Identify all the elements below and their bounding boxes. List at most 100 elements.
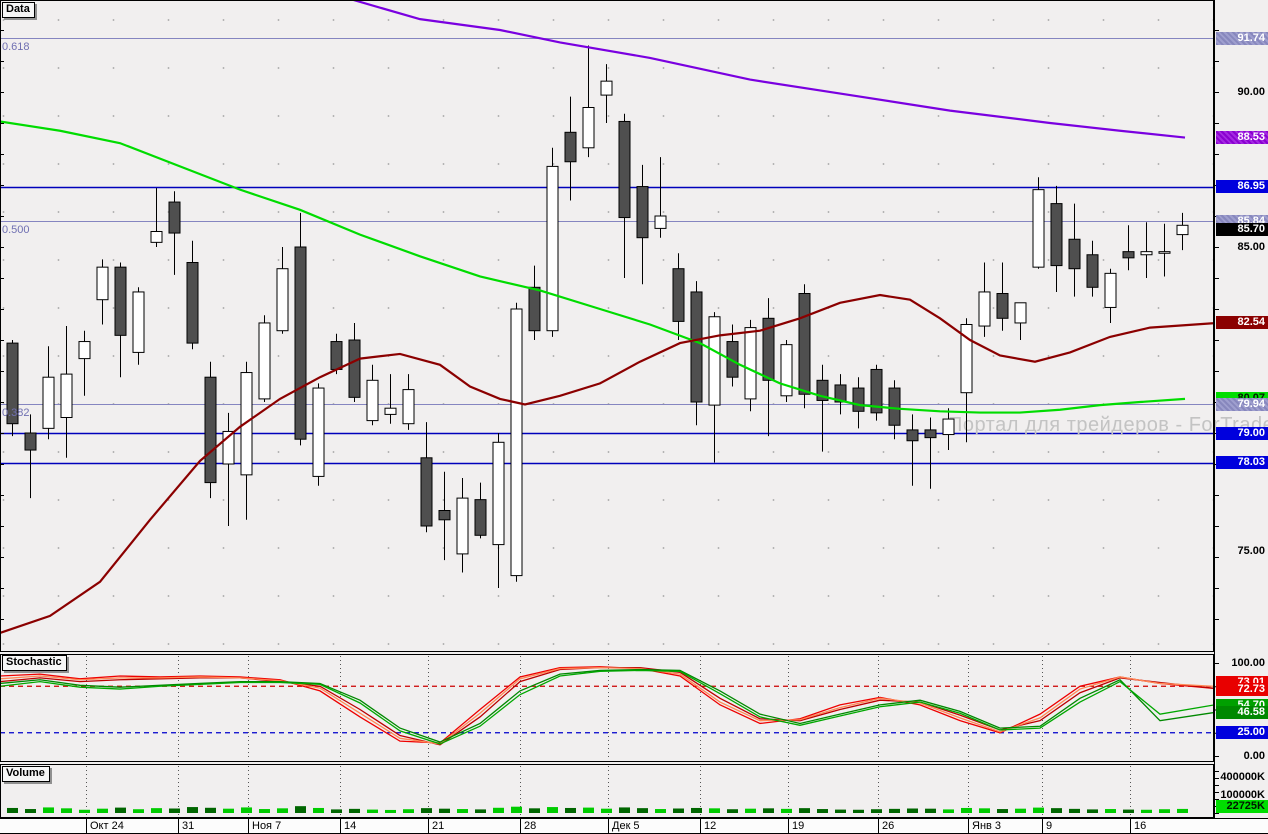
candle-body [1176,224,1189,236]
candle-body [762,317,775,381]
candle-body [942,418,955,436]
volume-bar [439,808,450,813]
date-label: 26 [882,820,895,832]
volume-bar [79,809,90,813]
volume-bar [619,807,630,813]
volume-bar [7,807,18,813]
volume-bar [1015,808,1026,813]
price-axis-label: 85.00 [1237,241,1265,253]
candle-body [834,384,847,403]
date-label: 19 [792,820,805,832]
price-axis-label: 90.00 [1237,86,1265,98]
candle-body [1122,251,1135,259]
candle-body [204,376,217,484]
panel-border [0,764,1214,818]
candle-body [330,341,343,370]
candle-body [564,131,577,163]
volume-bar [871,809,882,813]
volume-bar [601,808,612,813]
candle-body [600,80,613,96]
volume-bar [205,807,216,813]
candle-body [240,372,253,476]
volume-bar [169,808,180,813]
candle-body [420,457,433,527]
tab-data[interactable]: Data [2,2,35,18]
volume-bar [349,808,360,813]
volume-bar [673,808,684,813]
volume-bar [835,809,846,813]
price-badge: 79.94 [1216,398,1268,411]
candle-body [42,376,55,429]
price-badge: 91.74 [1216,32,1268,45]
candle-body [618,120,631,219]
date-label: 16 [1134,820,1147,832]
stoch-badge: 72.73 [1216,683,1268,696]
volume-bar [817,809,828,813]
volume-bar [331,809,342,813]
date-label: Окт 24 [90,820,124,832]
price-badge: 86.95 [1216,180,1268,193]
volume-bar [547,807,558,813]
candle-body [726,341,739,378]
candle-body [492,441,505,546]
volume-bar [115,807,126,813]
volume-bar [61,808,72,813]
volume-bar [727,809,738,813]
volume-bar [313,807,324,813]
candle-body [852,387,865,412]
volume-bar [1105,809,1116,813]
stoch-green [0,668,1214,743]
volume-bar [565,807,576,813]
candle-body [132,291,145,353]
volume-bar [1141,809,1152,813]
stoch-orange [0,666,1214,745]
stoch-green2 [0,669,1214,745]
stoch-axis-label: 100.00 [1231,657,1265,669]
volume-bar [583,807,594,813]
volume-bar [511,806,522,813]
stoch-axis-label: 0.00 [1243,750,1265,762]
candle-body [870,368,883,414]
stoch-red [0,666,1214,744]
panel-border [0,654,1214,762]
volume-bar [187,807,198,813]
candle-body [654,215,667,229]
candle-body [582,107,595,149]
stoch-badge: 46.58 [1216,706,1268,719]
volume-bar [1177,808,1188,813]
tab-stochastic[interactable]: Stochastic [2,655,67,671]
volume-bar [295,806,306,813]
volume-axis-label: 100000K [1220,789,1265,801]
candle-body [924,429,937,439]
candle-body [1068,238,1081,270]
price-axis-label: 75.00 [1237,545,1265,557]
candle-body [24,432,37,451]
fib-level-label: 0.618 [2,40,30,53]
candle-body [510,308,523,577]
candle-body [960,324,973,394]
date-label: Янв 3 [972,820,1002,832]
date-label: Дек 5 [612,820,640,832]
candle-body [60,373,73,419]
stochastic-panel-background[interactable] [0,654,1214,762]
volume-bar [43,807,54,813]
candle-body [888,387,901,426]
candle-body [1032,189,1045,268]
tab-volume[interactable]: Volume [2,766,50,782]
candle-body [366,379,379,422]
volume-bar [223,808,234,813]
price-badge: 88.53 [1216,131,1268,144]
candle-body [6,342,19,425]
candle-body [186,262,199,344]
panel-border [0,0,1214,652]
candle-body [348,339,361,398]
volume-bar [385,809,396,813]
volume-bar [997,809,1008,813]
volume-bar [367,809,378,813]
price-badge: 85.70 [1216,223,1268,236]
volume-bar [259,809,270,813]
volume-bar [421,808,432,813]
volume-bar [1087,809,1098,813]
stoch-badge: 25.00 [1216,726,1268,739]
